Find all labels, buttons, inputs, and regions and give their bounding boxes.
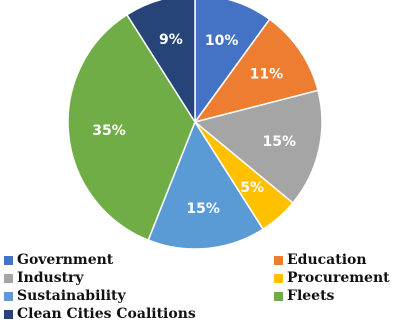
legend-swatch-industry [4,273,13,283]
legend-swatch-fleets [274,291,283,301]
legend-swatch-sustainability [4,291,13,301]
data-label-government: 10% [205,33,239,49]
pie-chart: 10% 11% 15% 5% 15% 35% 9% [67,0,323,250]
legend-label-sustainability: Sustainability [17,288,126,304]
legend-item-sustainability: Sustainability [4,287,126,305]
legend-label-clean-cities-coalitions: Clean Cities Coalitions [17,306,196,322]
data-label-industry: 15% [263,134,297,150]
data-label-education: 11% [250,66,284,82]
pie-slice-sustainability [147,120,265,250]
legend-item-procurement: Procurement [274,269,390,287]
pie-slice-government [194,0,271,125]
pie-slice-fleets [67,13,196,242]
legend-label-government: Government [17,252,114,268]
chart-legend: Government Education Industry Procuremen… [4,251,396,335]
pie-slice-industry [193,89,323,205]
legend-label-fleets: Fleets [287,288,335,304]
pie-slice-education [193,18,319,124]
pie-slice-clean-cities-coalitions [125,0,196,125]
legend-item-fleets: Fleets [274,287,334,305]
legend-item-government: Government [4,251,113,269]
legend-label-procurement: Procurement [287,270,390,286]
legend-swatch-education [274,255,283,265]
data-label-sustainability: 15% [186,201,220,217]
legend-item-clean-cities-coalitions: Clean Cities Coalitions [4,305,196,323]
legend-swatch-clean-cities-coalitions [4,309,13,319]
data-label-procurement: 5% [240,180,264,196]
legend-label-education: Education [287,252,367,268]
data-label-fleets: 35% [92,123,126,139]
legend-label-industry: Industry [17,270,84,286]
legend-swatch-government [4,255,13,265]
legend-item-education: Education [274,251,367,269]
legend-swatch-procurement [274,273,283,283]
legend-item-industry: Industry [4,269,84,287]
data-label-clean-cities-coalitions: 9% [159,32,183,48]
